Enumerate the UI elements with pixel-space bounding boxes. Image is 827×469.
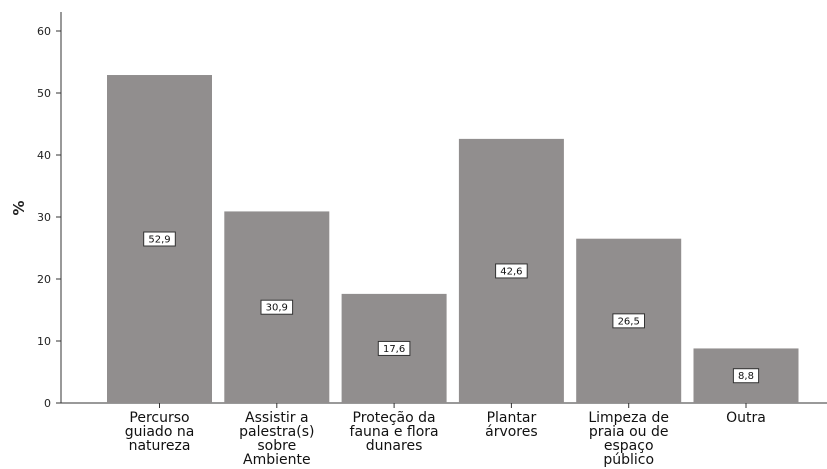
data-label-box — [260, 299, 294, 315]
x-tick-label-line: árvores — [485, 424, 538, 440]
x-tick-label-line: dunares — [366, 438, 423, 454]
y-tick-label: 50 — [37, 87, 51, 100]
data-label: 42,6 — [495, 263, 528, 279]
data-label-text: 17,6 — [383, 344, 405, 355]
bars — [107, 75, 799, 404]
x-tick-label: Percurso guiado na natureza — [125, 410, 195, 454]
data-label-box — [495, 263, 528, 279]
x-tick-label-line: natureza — [129, 438, 191, 454]
data-label: 52,9 — [143, 231, 176, 247]
x-tick-label-line: guiado na — [125, 424, 195, 440]
x-tick-label-line: fauna e flora — [350, 424, 439, 440]
x-tick-label: Outra — [726, 410, 766, 426]
data-label-text: 26,5 — [618, 316, 640, 327]
data-label-text: 52,9 — [148, 235, 170, 246]
data-label: 30,9 — [260, 299, 294, 315]
data-label-text: 8,8 — [738, 371, 754, 382]
y-axis: 0 10 20 30 40 50 60 — [37, 12, 62, 410]
x-tick-label-line: palestra(s) — [239, 424, 314, 440]
x-tick-label-line: Outra — [726, 410, 766, 426]
x-tick-label-line: Assistir a — [245, 410, 309, 426]
x-tick-label-line: Proteção da — [353, 410, 436, 426]
data-label-box — [732, 368, 760, 384]
data-label-box — [143, 231, 176, 247]
x-tick-label-line: Ambiente — [243, 452, 311, 468]
x-tick-label: Plantar árvores — [485, 410, 538, 440]
data-labels: 52,9 30,9 17,6 42,6 26,5 8,8 — [143, 231, 760, 384]
x-tick-label-line: Percurso — [129, 410, 189, 426]
data-label-text: 42,6 — [500, 266, 522, 277]
x-axis: Percurso guiado na natureza Assistir a pales… — [61, 402, 827, 468]
y-tick-label: 10 — [37, 335, 51, 348]
y-axis-title: % — [10, 200, 28, 215]
x-tick-label-line: Limpeza de — [588, 410, 669, 426]
data-label: 26,5 — [612, 313, 646, 329]
y-tick-label: 40 — [37, 149, 51, 162]
data-label: 17,6 — [377, 340, 411, 356]
y-tick-label: 60 — [37, 25, 51, 38]
data-label-box — [377, 340, 411, 356]
data-label-text: 30,9 — [266, 303, 288, 314]
x-tick-label-line: espaço — [604, 438, 654, 454]
x-tick-label-line: público — [603, 452, 654, 468]
data-label: 8,8 — [732, 368, 760, 384]
x-tick-label: Assistir a palestra(s) sobre Ambiente — [239, 410, 314, 468]
data-label-box — [612, 313, 646, 329]
y-tick-label: 20 — [37, 273, 51, 286]
y-tick-label: 0 — [44, 397, 51, 410]
x-tick-label-line: praia ou de — [589, 424, 669, 440]
x-tick-label: Limpeza de praia ou de espaço público — [588, 410, 669, 468]
y-tick-label: 30 — [37, 211, 51, 224]
x-tick-label-line: sobre — [257, 438, 296, 454]
x-tick-label: Proteção da fauna e flora dunares — [350, 410, 439, 454]
x-tick-label-line: Plantar — [487, 410, 537, 426]
